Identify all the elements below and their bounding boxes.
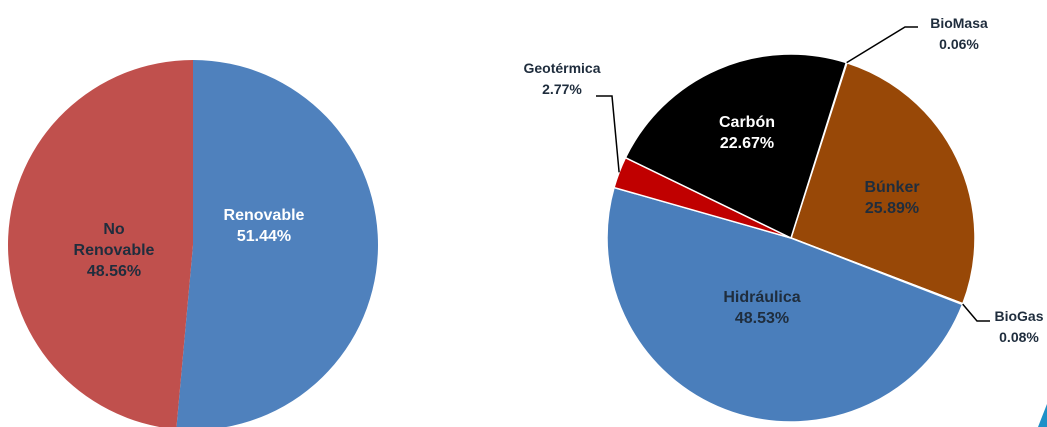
leader-line-biogas — [962, 303, 990, 322]
label-biogas-line: 0.08% — [999, 329, 1039, 345]
label-carbon-line: Carbón — [719, 114, 775, 131]
label-geotermica: Geotérmica 2.77% — [523, 60, 600, 97]
corner-accent — [1038, 404, 1047, 427]
label-carbon-line: 22.67% — [720, 135, 774, 152]
pie-chart-renovable: Renovable 51.44% No Renovable 48.56% — [8, 60, 378, 427]
label-no-renovable-line: No — [103, 221, 125, 238]
slice-no-renovable — [8, 60, 193, 427]
leader-line-geotermica — [596, 95, 620, 173]
label-renovable-line: Renovable — [224, 207, 305, 224]
label-no-renovable-line: Renovable — [74, 242, 155, 259]
label-bunker-line: 25.89% — [865, 200, 919, 217]
label-biomasa-line: 0.06% — [939, 36, 979, 52]
label-biomasa-line: BioMasa — [930, 15, 988, 31]
label-no-renovable: No Renovable 48.56% — [74, 221, 155, 280]
label-biogas: BioGas 0.08% — [994, 308, 1043, 345]
slice-renovable — [176, 60, 378, 427]
label-hidraulica-line: 48.53% — [735, 310, 789, 327]
pie-chart-fuentes: Carbón 22.67% Búnker 25.89% Hidráulica 48.53%… — [523, 15, 1044, 423]
leader-line-biomasa — [846, 26, 918, 64]
slice-bunker — [790, 61, 976, 305]
label-bunker: Búnker 25.89% — [864, 179, 919, 217]
label-hidraulica-line: Hidráulica — [723, 289, 800, 306]
label-no-renovable-line: 48.56% — [87, 263, 141, 280]
label-geotermica-line: Geotérmica — [523, 60, 600, 76]
label-renovable-line: 51.44% — [237, 228, 291, 245]
label-renovable: Renovable 51.44% — [224, 207, 305, 245]
label-biogas-line: BioGas — [994, 308, 1043, 324]
label-hidraulica: Hidráulica 48.53% — [723, 289, 800, 327]
label-biomasa: BioMasa 0.06% — [930, 15, 988, 52]
label-bunker-line: Búnker — [864, 179, 919, 196]
slice-hidraulica — [606, 186, 964, 423]
label-carbon: Carbón 22.67% — [719, 114, 775, 152]
slice-carbon — [624, 53, 848, 239]
label-geotermica-line: 2.77% — [542, 81, 582, 97]
